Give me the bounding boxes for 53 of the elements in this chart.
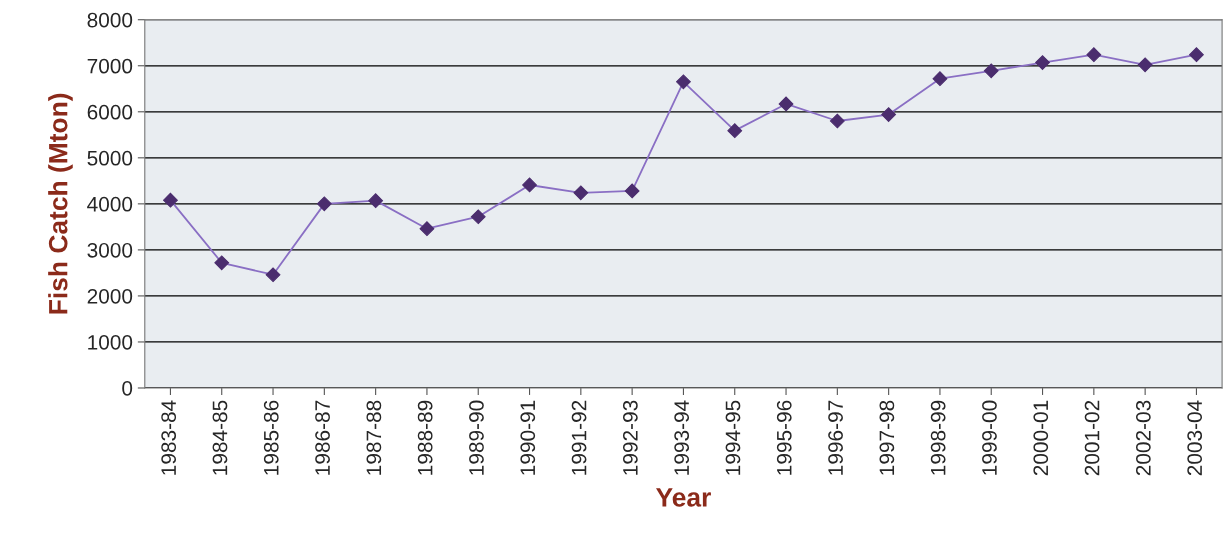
y-tick-label: 7000 — [87, 58, 133, 74]
y-tick-label: 6000 — [87, 104, 133, 120]
x-tick-label: 1992-93 — [622, 400, 638, 475]
point — [214, 255, 230, 271]
y-tick-label: 8000 — [87, 12, 133, 28]
point — [829, 113, 845, 129]
point — [368, 193, 384, 209]
point — [1137, 57, 1153, 73]
point — [316, 196, 332, 212]
point — [676, 74, 691, 90]
y-tick-label: 4000 — [87, 196, 133, 212]
x-tick-label: 1988-89 — [417, 400, 433, 475]
point — [983, 63, 999, 79]
point — [1086, 47, 1102, 63]
x-tick-label: 1998-99 — [930, 400, 946, 475]
x-tick-label: 1997-98 — [879, 400, 895, 475]
point — [778, 96, 794, 112]
y-axis-title: Fish Catch (Mton) — [48, 93, 73, 314]
x-tick-label: 1991-92 — [571, 400, 587, 475]
point — [881, 107, 897, 122]
point — [265, 267, 281, 283]
point — [932, 71, 948, 87]
point — [470, 209, 486, 225]
point — [522, 177, 537, 193]
x-tick-label: 1985-86 — [263, 400, 279, 475]
x-tick-label: 2001-02 — [1084, 400, 1100, 476]
x-tick-label: 2000-01 — [1033, 400, 1049, 476]
y-tick-label: 0 — [122, 380, 133, 396]
point — [419, 221, 435, 237]
point — [624, 183, 640, 199]
point — [163, 192, 178, 208]
point — [727, 123, 743, 139]
x-tick-label: 1987-88 — [366, 400, 382, 475]
x-tick-label: 1983-84 — [161, 400, 177, 475]
x-tick-label: 2003-04 — [1187, 400, 1203, 476]
y-tick-label: 2000 — [87, 288, 133, 304]
point — [573, 185, 589, 201]
x-tick-label: 1986-87 — [315, 400, 330, 475]
y-tick-label: 1000 — [88, 334, 133, 350]
x-tick-label: 1996-97 — [828, 400, 843, 475]
y-tick-label: 5000 — [87, 150, 133, 166]
point — [1189, 47, 1204, 63]
x-tick-label: 1995-96 — [776, 400, 792, 475]
point — [1035, 55, 1050, 70]
x-tick-label: 1999-00 — [982, 400, 997, 475]
x-tick-label: 1994-95 — [725, 400, 741, 475]
x-tick-label: 2002-03 — [1135, 400, 1151, 476]
x-tick-label: 1984-85 — [212, 400, 228, 475]
x-tick-label: 1990-91 — [520, 400, 536, 475]
x-axis-title: Year — [656, 488, 711, 507]
y-tick-label: 3000 — [87, 242, 133, 258]
x-tick-label: 1989-90 — [469, 400, 484, 475]
x-tick-label: 1993-94 — [674, 400, 690, 475]
